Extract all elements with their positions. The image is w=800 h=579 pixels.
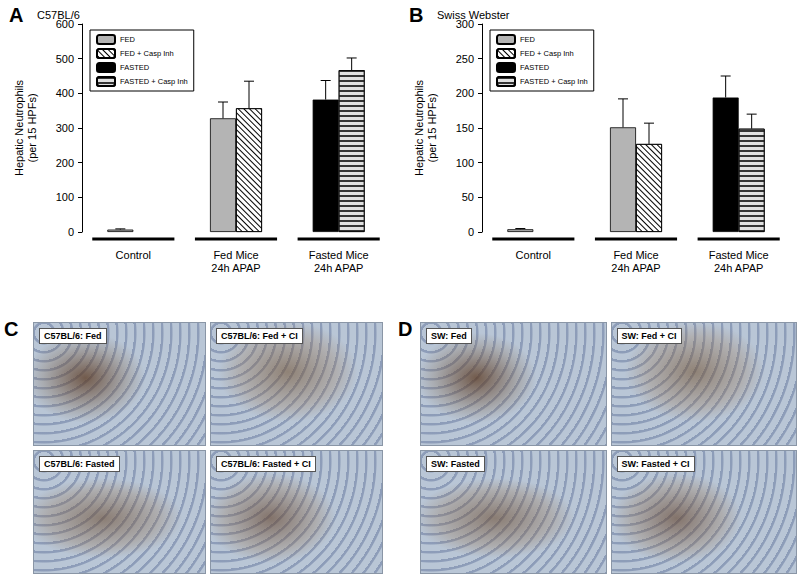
- svg-text:24h APAP: 24h APAP: [611, 262, 660, 274]
- html-text:C57BL/6: Fasted + CI: C57BL/6: Fasted + CI: [221, 459, 311, 469]
- svg-text:50: 50: [462, 191, 474, 203]
- html-text:SW: Fasted: SW: Fasted: [431, 459, 480, 469]
- html-text:SW: Fasted + CI: SW: Fasted + CI: [621, 459, 690, 469]
- svg-text:100: 100: [56, 191, 74, 203]
- svg-text:200: 200: [456, 87, 474, 99]
- svg-text:300: 300: [455, 18, 474, 30]
- html-text:SW: Fed + CI: SW: Fed + CI: [621, 331, 677, 341]
- svg-text:0: 0: [468, 226, 474, 238]
- html-text:D: D: [398, 318, 413, 340]
- svg-text:Fed Mice: Fed Mice: [613, 249, 658, 261]
- svg-text:24h APAP: 24h APAP: [314, 262, 363, 274]
- svg-text:FASTED + Casp Inh: FASTED + Casp Inh: [120, 77, 188, 86]
- html-text:C57BL/6: Fed: C57BL/6: Fed: [44, 331, 102, 341]
- svg-text:FASTED: FASTED: [120, 63, 150, 72]
- svg-text:C57BL/6: C57BL/6: [37, 9, 80, 21]
- svg-text:24h APAP: 24h APAP: [211, 262, 260, 274]
- svg-text:FASTED + Casp Inh: FASTED + Casp Inh: [520, 77, 588, 86]
- svg-text:Control: Control: [116, 249, 151, 261]
- svg-text:200: 200: [56, 157, 74, 169]
- svg-text:Fasted Mice: Fasted Mice: [309, 249, 369, 261]
- svg-text:600: 600: [55, 18, 74, 30]
- svg-text:B: B: [409, 4, 423, 26]
- svg-text:0: 0: [68, 226, 74, 238]
- svg-text:500: 500: [56, 53, 74, 65]
- svg-text:A: A: [9, 4, 23, 26]
- svg-text:300: 300: [56, 122, 74, 134]
- svg-text:Hepatic Neutrophils: Hepatic Neutrophils: [413, 80, 425, 176]
- svg-text:24h APAP: 24h APAP: [714, 262, 763, 274]
- svg-text:150: 150: [456, 122, 474, 134]
- svg-text:Fed Mice: Fed Mice: [213, 249, 258, 261]
- svg-text:100: 100: [456, 157, 474, 169]
- svg-text:FASTED: FASTED: [520, 63, 550, 72]
- html-text:SW: Fed: SW: Fed: [431, 331, 467, 341]
- svg-text:250: 250: [456, 53, 474, 65]
- svg-text:Fasted Mice: Fasted Mice: [709, 249, 769, 261]
- html-text:C57BL/6: Fed + CI: C57BL/6: Fed + CI: [221, 331, 298, 341]
- svg-text:FED: FED: [520, 35, 536, 44]
- svg-text:FED + Casp Inh: FED + Casp Inh: [520, 49, 574, 58]
- svg-text:FED + Casp Inh: FED + Casp Inh: [120, 49, 174, 58]
- svg-text:400: 400: [56, 87, 74, 99]
- svg-text:(per 15 HPFs): (per 15 HPFs): [26, 93, 38, 162]
- svg-text:Hepatic Neutrophils: Hepatic Neutrophils: [13, 80, 25, 176]
- svg-text:FED: FED: [120, 35, 136, 44]
- svg-text:(per 15 HPFs): (per 15 HPFs): [426, 93, 438, 162]
- html-text:C: C: [4, 318, 19, 340]
- html-text:C57BL/6: Fasted: C57BL/6: Fasted: [44, 459, 115, 469]
- svg-text:Control: Control: [516, 249, 551, 261]
- svg-text:Swiss Webster: Swiss Webster: [437, 9, 510, 21]
